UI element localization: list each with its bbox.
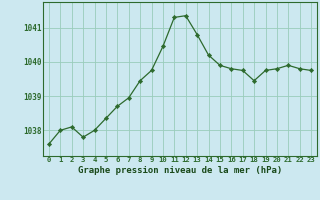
X-axis label: Graphe pression niveau de la mer (hPa): Graphe pression niveau de la mer (hPa) bbox=[78, 166, 282, 175]
